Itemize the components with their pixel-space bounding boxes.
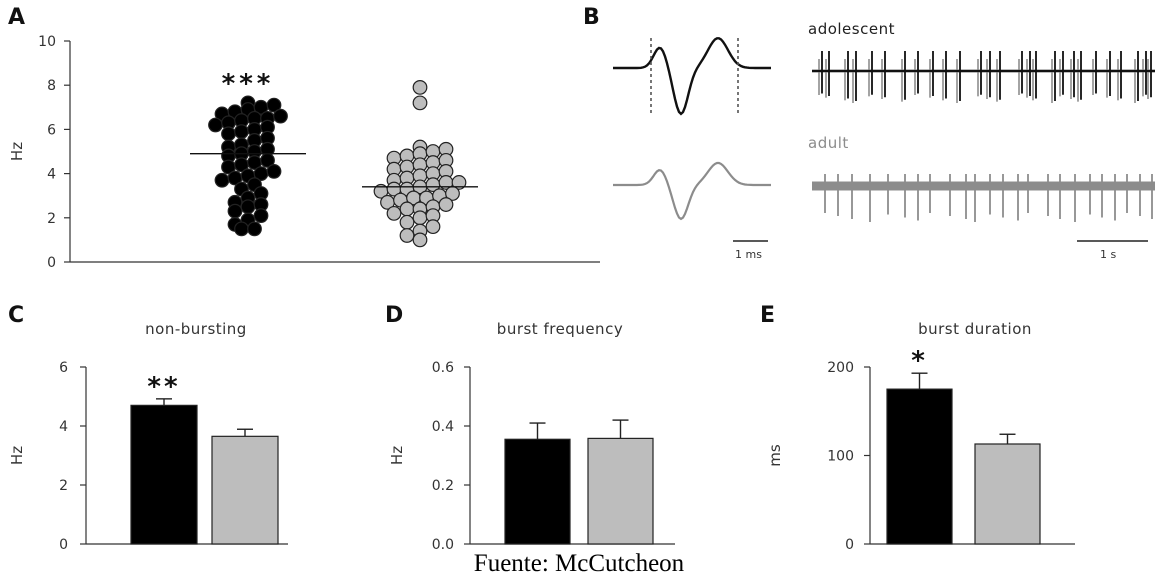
significance-marker: *	[911, 346, 928, 376]
y-axis-label: Hz	[388, 446, 406, 465]
scalebar-label-ms: 1 ms	[735, 248, 762, 261]
chart-title: burst duration	[918, 320, 1032, 338]
y-tick-label: 0	[59, 537, 68, 553]
panel-b-traces: adolescent adult 1 ms 1 s	[613, 20, 1155, 261]
data-point-adolescent	[240, 199, 256, 215]
data-point-adolescent	[214, 172, 230, 188]
waveform-adult	[613, 161, 771, 221]
data-point-adult	[412, 80, 428, 95]
y-tick-label: 8	[47, 78, 56, 94]
data-point-adolescent	[253, 208, 269, 223]
data-point-adult	[438, 197, 454, 212]
chart-title: burst frequency	[497, 320, 623, 338]
data-point-adult	[399, 201, 415, 217]
bar-adult	[587, 437, 654, 545]
y-tick-label: 4	[47, 167, 56, 183]
significance-marker: **	[147, 372, 180, 402]
y-tick-label: 10	[38, 34, 56, 50]
y-tick-label: 200	[827, 360, 854, 376]
y-axis-label: ms	[766, 444, 784, 467]
chart-title: non-bursting	[145, 320, 247, 338]
trace-label-adult: adult	[808, 134, 849, 152]
y-tick-label: 0.4	[432, 419, 454, 435]
data-point-adult	[412, 95, 428, 111]
data-point-adolescent	[266, 97, 282, 113]
panel-label-b: B	[583, 5, 600, 30]
y-tick-label: 0.0	[432, 537, 454, 553]
bar-adolescent	[504, 438, 571, 545]
data-point-adult	[399, 214, 415, 230]
panel-e-bar-chart: burst duration 0 100 200 ms *	[766, 320, 1075, 553]
y-tick-label: 2	[47, 211, 56, 227]
trace-label-adolescent: adolescent	[808, 20, 895, 38]
bar-adult	[211, 435, 279, 545]
significance-marker: ***	[222, 69, 275, 99]
y-tick-label: 100	[827, 449, 854, 465]
y-tick-label: 0.6	[432, 360, 454, 376]
data-point-adolescent	[208, 117, 223, 133]
data-point-adolescent	[273, 108, 288, 124]
data-point-adolescent	[266, 163, 282, 179]
source-caption: Fuente: McCutcheon	[473, 550, 685, 577]
y-tick-label: 0	[47, 255, 56, 271]
y-tick-label: 6	[59, 360, 68, 376]
waveform-adolescent	[613, 37, 771, 116]
y-tick-label: 0.2	[432, 478, 454, 494]
y-tick-label: 4	[59, 419, 68, 435]
panel-c-bar-chart: non-bursting 0 2 4 6 Hz **	[8, 320, 288, 553]
data-point-adolescent	[221, 126, 236, 142]
bar-adolescent	[886, 388, 953, 545]
scalebar-label-s: 1 s	[1100, 248, 1116, 261]
y-tick-label: 0	[845, 537, 854, 553]
data-point-adult	[399, 228, 415, 243]
data-point-adolescent	[227, 203, 243, 219]
data-point-adolescent	[234, 124, 249, 140]
data-point-adolescent	[234, 221, 249, 237]
y-axis-label: Hz	[8, 446, 26, 465]
panel-label-e: E	[760, 303, 775, 328]
data-point-adult	[451, 175, 467, 190]
bar-adult	[974, 443, 1041, 545]
panel-label-d: D	[385, 303, 403, 328]
y-tick-label: 6	[47, 122, 56, 138]
data-point-adult	[386, 205, 402, 221]
panel-d-bar-chart: burst frequency 0.0 0.2 0.4 0.6 Hz	[388, 320, 675, 553]
bar-adolescent	[130, 404, 198, 545]
panel-label-a: A	[8, 5, 25, 30]
data-point-adolescent	[247, 221, 262, 237]
data-point-adult	[425, 219, 441, 235]
panel-label-c: C	[8, 303, 24, 328]
y-axis-label: Hz	[8, 142, 26, 161]
data-point-adult	[412, 232, 428, 248]
y-tick-label: 2	[59, 478, 68, 494]
data-point-adult	[412, 210, 428, 226]
panel-a-scatter: 0 2 4 6 8 10 Hz ***	[8, 34, 600, 271]
